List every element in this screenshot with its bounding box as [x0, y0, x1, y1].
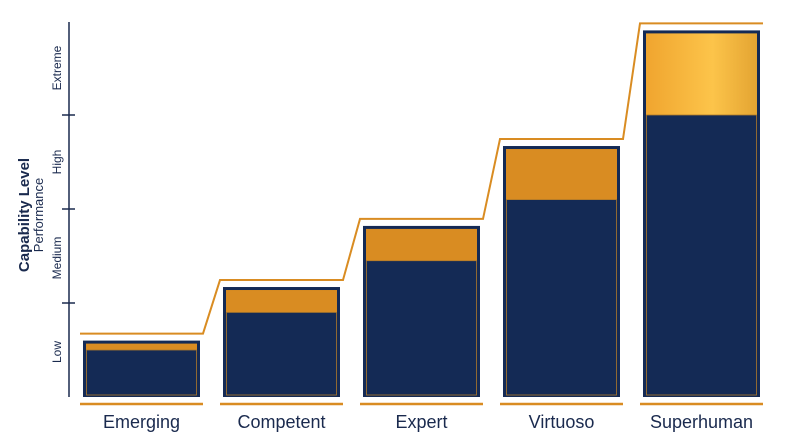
y-axis-title: Capability Level — [16, 158, 33, 272]
bar-inner-outline — [226, 311, 337, 396]
x-tick-label: Expert — [395, 412, 447, 432]
bar-top-segment — [86, 343, 197, 350]
bar-top-segment — [226, 290, 337, 313]
y-tick-label: High — [50, 150, 64, 175]
y-tick-label: Low — [50, 341, 64, 363]
x-labels-group: Emerging Competent Expert Virtuoso Superhuma… — [103, 412, 753, 432]
y-tick-label: Extreme — [50, 45, 64, 90]
bar-inner-outline — [506, 199, 617, 396]
bar-inner-outline — [366, 260, 477, 396]
x-tick-label: Competent — [237, 412, 325, 432]
x-tick-label: Emerging — [103, 412, 180, 432]
bars-group — [80, 30, 763, 406]
bar-top-segment — [506, 149, 617, 200]
bar-top-segment — [366, 228, 477, 261]
capability-step-line — [80, 22, 763, 335]
bar-top-segment — [646, 33, 757, 115]
y-tick-label: Medium — [50, 237, 64, 280]
bar-inner-outline — [646, 114, 757, 396]
x-tick-label: Superhuman — [650, 412, 753, 432]
y-axis-subtitle: Performance — [31, 178, 46, 252]
bar-inner-outline — [86, 349, 197, 396]
x-tick-label: Virtuoso — [529, 412, 595, 432]
